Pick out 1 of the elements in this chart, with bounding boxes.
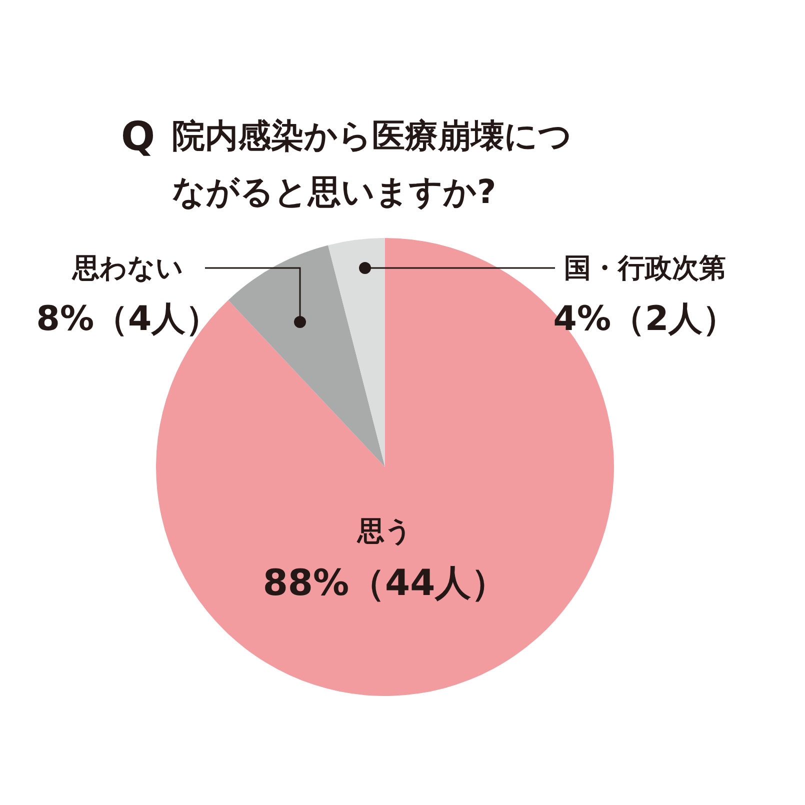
- title: Q 院内感染から医療崩壊につながると思いますか?: [120, 114, 572, 211]
